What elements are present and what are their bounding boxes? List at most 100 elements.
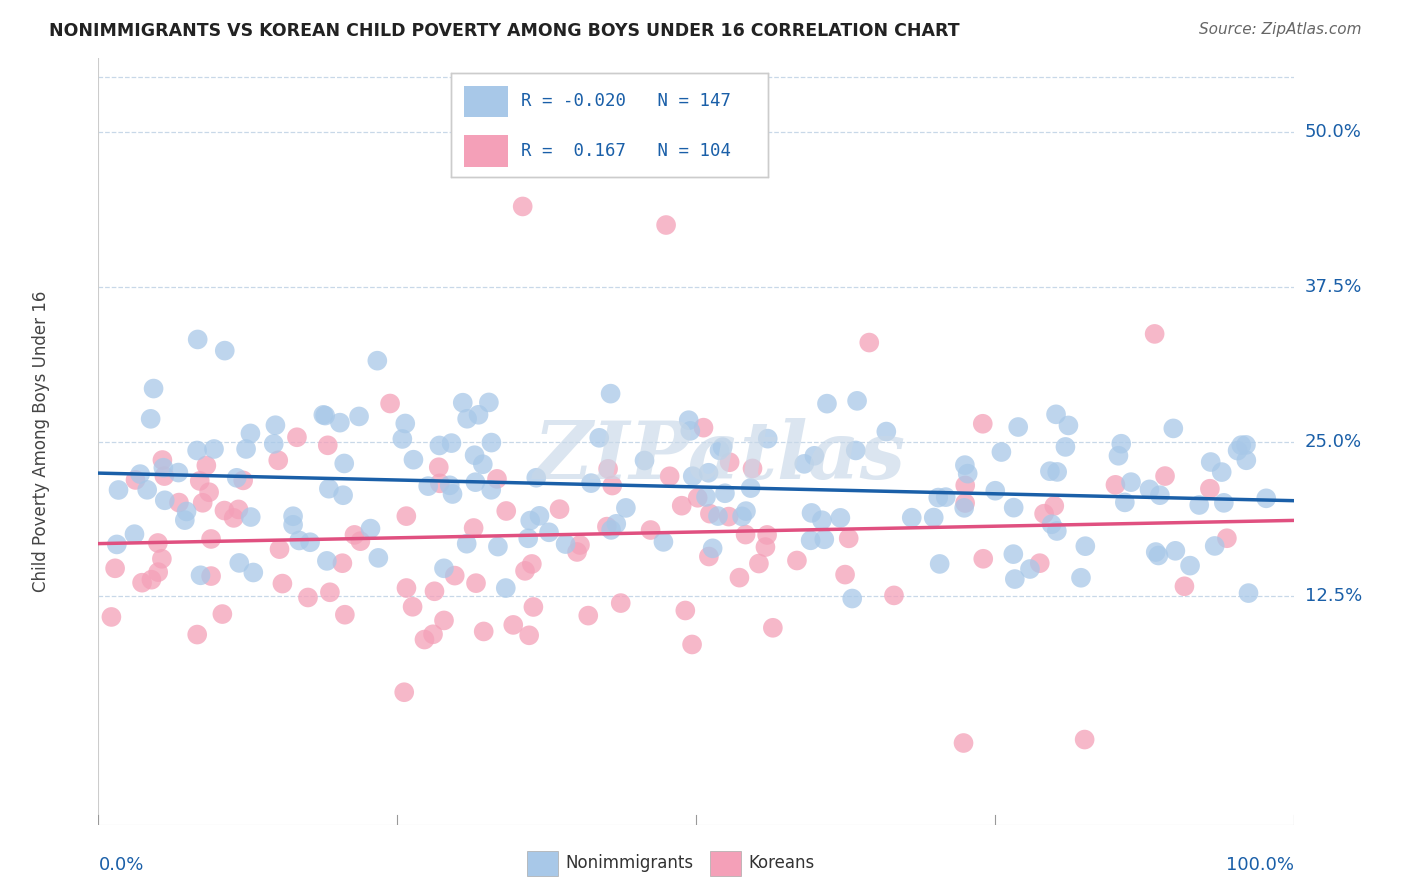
Point: [349, 534, 371, 549]
Point: [953, 496, 976, 510]
Point: [413, 632, 436, 647]
Point: [529, 508, 551, 523]
Point: [754, 540, 776, 554]
Point: [655, 218, 678, 232]
Point: [682, 469, 704, 483]
Point: [554, 537, 576, 551]
Text: 12.5%: 12.5%: [1305, 587, 1362, 605]
Point: [678, 413, 700, 427]
Point: [1234, 438, 1257, 452]
Point: [1199, 455, 1222, 469]
Point: [717, 509, 740, 524]
Point: [422, 627, 444, 641]
Point: [472, 624, 495, 639]
Point: [239, 510, 262, 524]
Point: [900, 510, 922, 524]
Point: [579, 476, 602, 491]
Point: [139, 412, 162, 426]
Point: [599, 386, 621, 401]
Text: Nonimmigrants: Nonimmigrants: [565, 855, 693, 872]
Point: [1070, 571, 1092, 585]
Point: [319, 585, 342, 599]
Point: [1109, 436, 1132, 450]
Point: [186, 627, 208, 641]
Text: 0.0%: 0.0%: [98, 855, 143, 873]
Point: [1073, 732, 1095, 747]
Point: [366, 353, 388, 368]
Point: [711, 440, 734, 454]
Point: [565, 545, 588, 559]
Point: [633, 453, 655, 467]
Point: [762, 621, 785, 635]
Point: [513, 564, 536, 578]
Point: [1144, 545, 1167, 559]
Point: [697, 549, 720, 564]
Point: [955, 478, 977, 492]
Point: [1074, 539, 1097, 553]
Point: [1104, 478, 1126, 492]
Point: [187, 333, 209, 347]
Point: [148, 565, 170, 579]
Point: [423, 584, 446, 599]
Point: [956, 467, 979, 481]
Point: [740, 481, 762, 495]
Point: [394, 417, 416, 431]
Point: [1256, 491, 1278, 506]
Point: [333, 607, 356, 622]
Point: [214, 343, 236, 358]
Point: [467, 408, 489, 422]
Point: [1002, 547, 1025, 561]
Point: [401, 599, 423, 614]
Point: [441, 487, 464, 501]
Point: [813, 533, 835, 547]
Point: [176, 504, 198, 518]
Point: [1164, 544, 1187, 558]
Text: 50.0%: 50.0%: [1305, 123, 1361, 141]
Point: [972, 417, 994, 431]
Text: ZIPatlas: ZIPatlas: [534, 418, 905, 496]
Point: [697, 466, 720, 480]
Point: [263, 437, 285, 451]
Point: [167, 495, 190, 509]
Point: [481, 435, 503, 450]
Point: [600, 478, 623, 492]
Point: [1216, 531, 1239, 545]
Point: [1002, 500, 1025, 515]
Point: [124, 473, 146, 487]
Point: [427, 460, 450, 475]
Point: [107, 483, 129, 497]
Point: [502, 618, 524, 632]
Point: [228, 556, 250, 570]
Point: [439, 478, 461, 492]
Point: [972, 551, 994, 566]
Point: [214, 503, 236, 517]
Point: [1057, 418, 1080, 433]
Text: Child Poverty Among Boys Under 16: Child Poverty Among Boys Under 16: [32, 291, 51, 592]
Point: [1045, 407, 1067, 421]
Point: [718, 455, 741, 469]
Point: [235, 442, 257, 456]
Point: [471, 457, 494, 471]
Point: [150, 551, 173, 566]
Point: [609, 596, 631, 610]
Point: [883, 588, 905, 602]
Point: [136, 483, 159, 497]
Point: [1212, 496, 1234, 510]
Point: [731, 509, 754, 524]
Point: [297, 591, 319, 605]
Point: [392, 685, 415, 699]
Point: [741, 461, 763, 475]
Point: [953, 458, 976, 472]
Text: 100.0%: 100.0%: [1226, 855, 1294, 873]
Point: [1054, 440, 1077, 454]
Point: [1107, 449, 1129, 463]
Point: [800, 506, 823, 520]
Point: [391, 432, 413, 446]
Point: [1237, 586, 1260, 600]
Point: [576, 608, 599, 623]
Point: [605, 516, 627, 531]
Point: [100, 610, 122, 624]
Point: [395, 509, 418, 524]
Point: [1163, 421, 1185, 435]
Point: [463, 521, 485, 535]
